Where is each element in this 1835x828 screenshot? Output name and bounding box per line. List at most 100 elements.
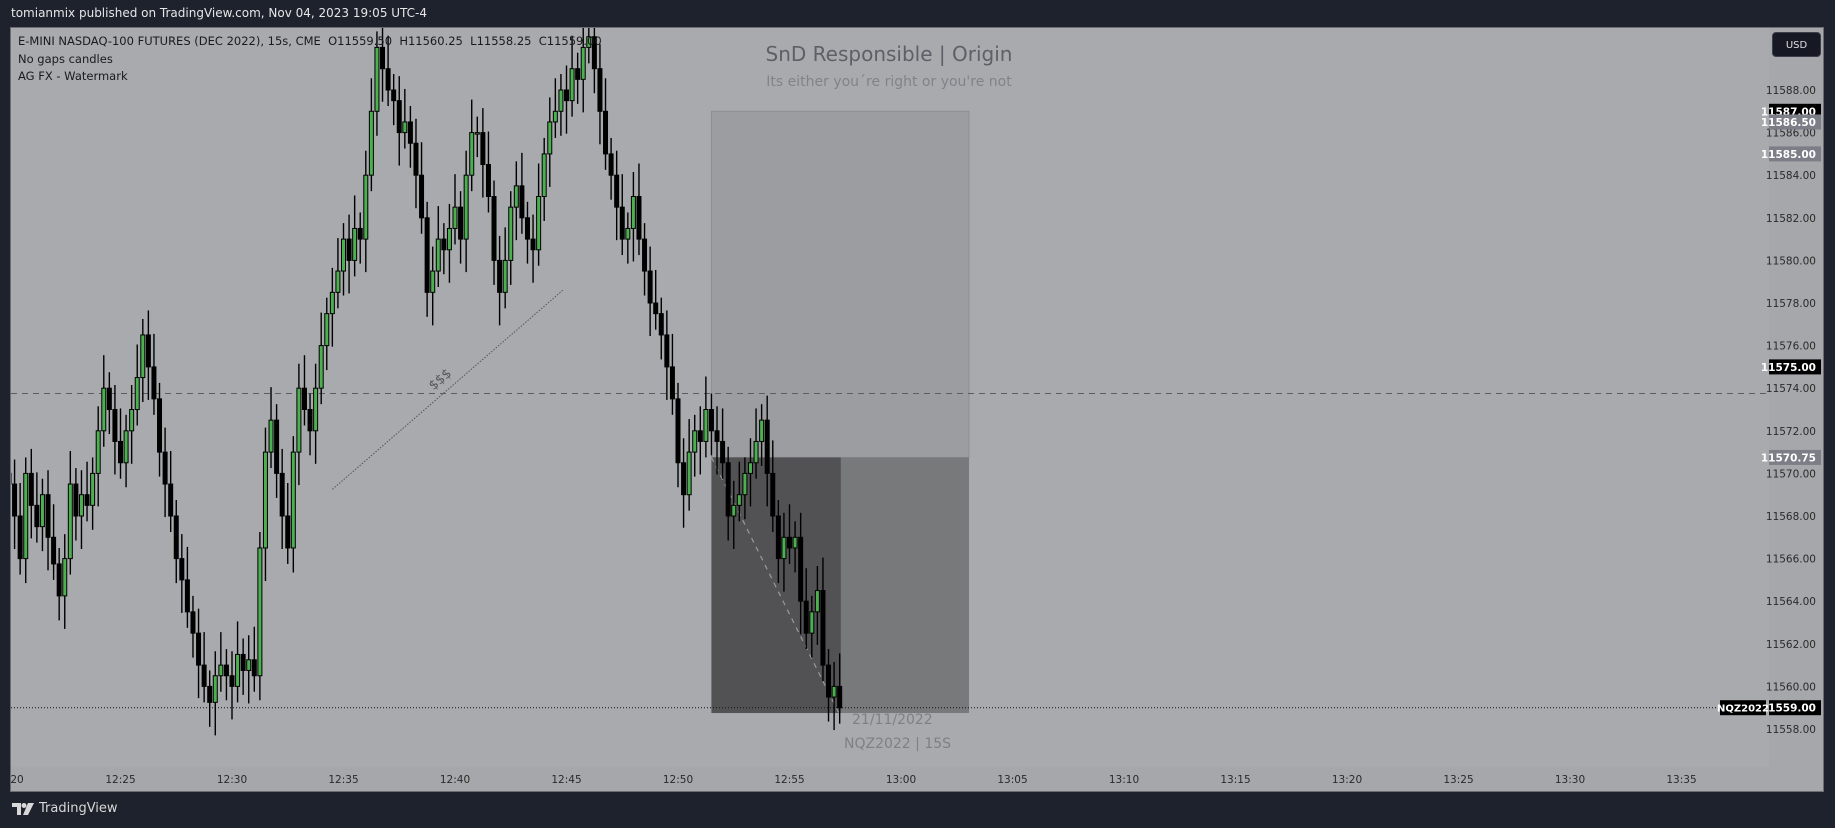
candle[interactable] xyxy=(196,608,202,699)
candle[interactable] xyxy=(184,546,190,628)
candle[interactable] xyxy=(792,521,798,573)
candle[interactable] xyxy=(151,333,157,415)
candle[interactable] xyxy=(101,355,107,447)
candle[interactable] xyxy=(274,404,280,498)
candle[interactable] xyxy=(647,246,653,337)
trendline[interactable] xyxy=(332,289,564,490)
candle[interactable] xyxy=(653,269,659,330)
candle[interactable] xyxy=(168,451,174,532)
candle[interactable] xyxy=(352,195,358,277)
candle[interactable] xyxy=(212,651,218,736)
candle[interactable] xyxy=(742,457,748,520)
candle[interactable] xyxy=(541,137,547,221)
stop-zone[interactable] xyxy=(710,110,970,458)
tradingview-brand[interactable]: TradingView xyxy=(12,801,118,816)
candle[interactable] xyxy=(157,382,163,477)
candle[interactable] xyxy=(508,191,514,285)
candle[interactable] xyxy=(56,547,62,621)
candle[interactable] xyxy=(179,534,185,613)
candle[interactable] xyxy=(335,238,341,309)
candle[interactable] xyxy=(162,427,168,518)
candle[interactable] xyxy=(229,651,235,720)
candle[interactable] xyxy=(419,142,425,234)
candle[interactable] xyxy=(78,470,84,550)
candle[interactable] xyxy=(34,472,40,543)
candle[interactable] xyxy=(564,65,569,134)
candle[interactable] xyxy=(753,408,759,479)
candle[interactable] xyxy=(95,406,101,507)
candle[interactable] xyxy=(803,568,809,650)
candle[interactable] xyxy=(374,31,380,136)
plot-area[interactable]: $$$ xyxy=(7,4,1769,736)
candle[interactable] xyxy=(608,137,614,200)
candle[interactable] xyxy=(346,214,352,294)
candle[interactable] xyxy=(736,461,742,522)
symbol-ohlc-line[interactable]: E-MINI NASDAQ-100 FUTURES (DEC 2022), 15… xyxy=(18,34,602,48)
candle[interactable] xyxy=(681,438,687,528)
candle[interactable] xyxy=(262,427,268,581)
candle[interactable] xyxy=(307,393,313,456)
candle[interactable] xyxy=(301,355,307,426)
candle[interactable] xyxy=(519,152,525,234)
candle[interactable] xyxy=(118,408,123,479)
candle[interactable] xyxy=(703,376,709,458)
candle[interactable] xyxy=(452,174,458,245)
candle[interactable] xyxy=(697,406,703,475)
candle[interactable] xyxy=(725,446,731,541)
candle[interactable] xyxy=(357,212,363,264)
candle[interactable] xyxy=(809,595,815,658)
candle[interactable] xyxy=(90,457,96,530)
candle[interactable] xyxy=(296,363,302,486)
candle[interactable] xyxy=(51,504,57,580)
candle[interactable] xyxy=(552,78,558,138)
candle[interactable] xyxy=(12,459,18,550)
candle[interactable] xyxy=(201,632,207,703)
candle[interactable] xyxy=(7,457,12,508)
candle[interactable] xyxy=(140,318,146,403)
candle[interactable] xyxy=(240,638,246,695)
candle[interactable] xyxy=(441,223,447,275)
candle[interactable] xyxy=(123,414,129,488)
candle[interactable] xyxy=(524,201,530,264)
candle[interactable] xyxy=(23,457,29,584)
candle[interactable] xyxy=(831,661,837,731)
candle[interactable] xyxy=(820,557,826,682)
candle[interactable] xyxy=(747,438,753,507)
candle[interactable] xyxy=(530,214,536,283)
indicator-no-gaps-candles[interactable]: No gaps candles xyxy=(18,51,113,66)
candle[interactable] xyxy=(547,97,553,187)
candle[interactable] xyxy=(446,203,452,283)
candle[interactable] xyxy=(45,470,51,571)
candle[interactable] xyxy=(586,4,592,64)
candle[interactable] xyxy=(285,482,291,564)
candle[interactable] xyxy=(480,108,486,198)
candle[interactable] xyxy=(597,44,603,145)
candle[interactable] xyxy=(17,482,23,575)
candle[interactable] xyxy=(413,118,419,209)
time-axis[interactable] xyxy=(11,767,1823,791)
candle[interactable] xyxy=(474,116,480,158)
candle[interactable] xyxy=(614,150,620,241)
candle[interactable] xyxy=(502,227,508,309)
candle[interactable] xyxy=(669,333,675,415)
filled-zone[interactable] xyxy=(711,457,841,714)
candle[interactable] xyxy=(257,531,263,701)
candle[interactable] xyxy=(619,174,625,256)
candle[interactable] xyxy=(290,436,296,573)
candle[interactable] xyxy=(435,206,441,288)
candle[interactable] xyxy=(814,566,820,645)
candle[interactable] xyxy=(463,150,469,273)
candle[interactable] xyxy=(218,632,224,692)
candle[interactable] xyxy=(497,235,503,326)
candle[interactable] xyxy=(787,504,792,564)
candle[interactable] xyxy=(391,74,397,126)
currency-button[interactable]: USD xyxy=(1772,32,1821,57)
candle[interactable] xyxy=(636,163,642,256)
candle[interactable] xyxy=(826,649,832,722)
candle[interactable] xyxy=(770,440,776,532)
candle[interactable] xyxy=(385,35,391,106)
candle[interactable] xyxy=(575,52,581,104)
candle[interactable] xyxy=(764,395,770,507)
candle[interactable] xyxy=(207,670,213,727)
candle[interactable] xyxy=(759,404,765,466)
